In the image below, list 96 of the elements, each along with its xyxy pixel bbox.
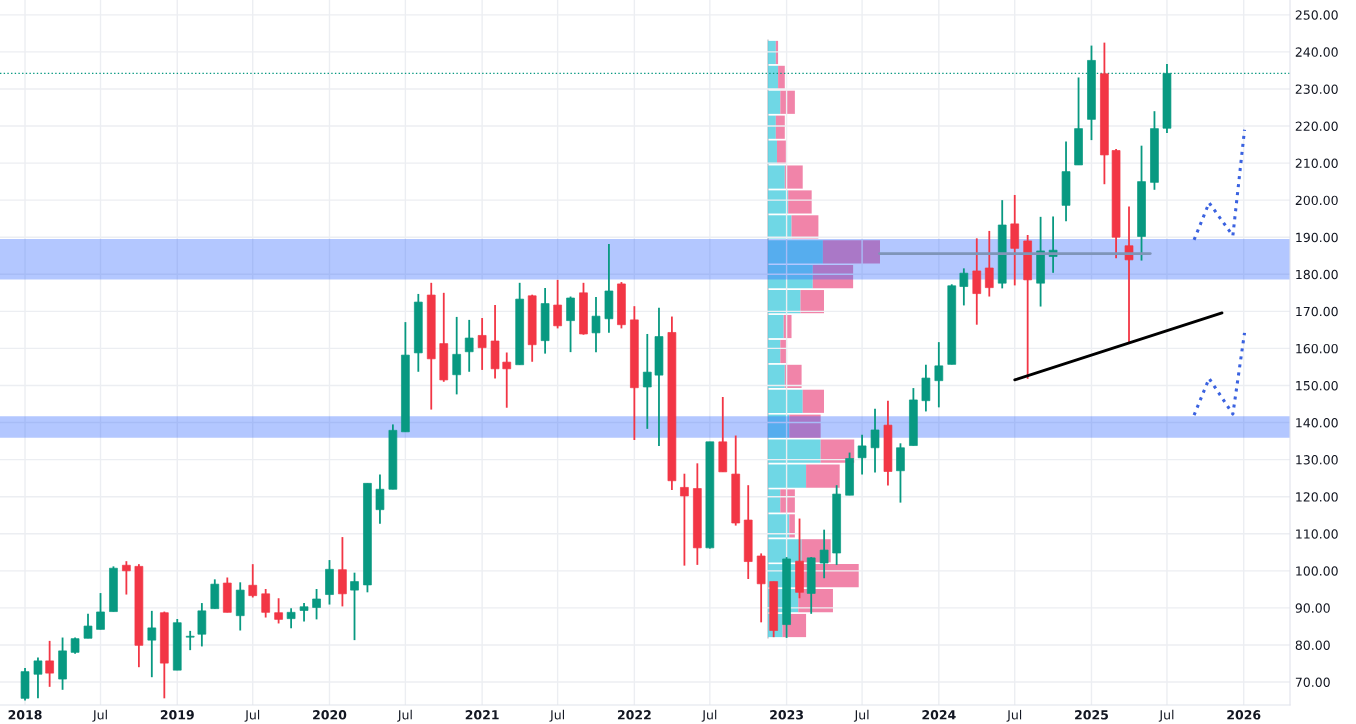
- candlestick: [299, 602, 309, 623]
- x-tick-label: Jul: [701, 709, 717, 722]
- candlestick: [122, 560, 131, 596]
- candlestick: [870, 407, 880, 474]
- candlestick: [553, 278, 562, 330]
- y-tick-label: 160.00: [1296, 343, 1338, 354]
- candlestick: [375, 473, 385, 525]
- bar: [776, 140, 786, 164]
- candlestick: [185, 629, 195, 652]
- y-tick-label: 80.00: [1295, 640, 1330, 650]
- candlestick: [1124, 205, 1134, 345]
- candlestick: [642, 333, 652, 430]
- bar: [768, 539, 802, 563]
- line-series: [1192, 128, 1247, 242]
- x-tick-label: 2026: [1227, 710, 1261, 720]
- y-tick-label: 180.00: [1296, 269, 1338, 280]
- x-tick-label: 2023: [770, 710, 803, 720]
- y-tick-label: 230.00: [1295, 84, 1338, 94]
- bar: [768, 265, 813, 289]
- bar: [802, 389, 824, 413]
- x-tick-label: 2020: [313, 710, 347, 720]
- candlestick: [984, 230, 994, 298]
- candlestick: [819, 528, 829, 580]
- bar: [768, 389, 803, 413]
- y-tick-label: 120.00: [1296, 492, 1338, 502]
- candlestick: [972, 237, 982, 326]
- y-tick-label: 210.00: [1295, 158, 1338, 169]
- candlestick: [591, 295, 601, 354]
- line-series: [1192, 331, 1247, 417]
- candlestick: [452, 316, 461, 396]
- candlestick: [896, 442, 905, 504]
- x-tick-label: 2019: [160, 710, 194, 720]
- y-tick-label: 110.00: [1296, 529, 1338, 539]
- y-tick-label: 190.00: [1296, 232, 1338, 243]
- x-tick-label: Jul: [1006, 709, 1022, 722]
- x-tick-label: Jul: [397, 709, 412, 722]
- candlestick: [286, 607, 296, 630]
- candlestick: [350, 571, 359, 642]
- x-tick-label: 2018: [8, 710, 42, 720]
- bar: [800, 290, 824, 314]
- y-tick-label: 140.00: [1296, 418, 1338, 428]
- candlestick: [96, 592, 105, 631]
- candlestick: [274, 597, 283, 625]
- bar: [768, 40, 776, 65]
- bar: [768, 240, 823, 264]
- y-tick-label: 220.00: [1295, 121, 1338, 131]
- candlestick: [857, 433, 867, 476]
- y-tick-label: 130.00: [1296, 455, 1338, 465]
- candlestick: [477, 317, 487, 371]
- y-tick-label: 70.00: [1295, 677, 1330, 687]
- bar: [768, 115, 776, 139]
- bar: [822, 240, 880, 264]
- bar: [789, 414, 821, 438]
- bar: [768, 90, 781, 114]
- x-tick-label: Jul: [549, 709, 564, 722]
- bar: [768, 339, 781, 364]
- bar: [812, 265, 854, 289]
- bar: [768, 314, 784, 339]
- y-tick-label: 240.00: [1295, 47, 1338, 57]
- candlestick: [502, 351, 512, 409]
- bar: [768, 140, 777, 164]
- x-tick-label: 2024: [922, 710, 956, 720]
- candlestick: [680, 472, 689, 567]
- candlestick: [921, 363, 931, 413]
- y-tick-label: 170.00: [1296, 306, 1338, 317]
- x-tick-label: 2021: [465, 710, 499, 720]
- candlestick: [934, 341, 944, 409]
- candlestick: [248, 563, 258, 599]
- candlestick: [464, 318, 474, 373]
- candlestick: [959, 267, 969, 307]
- bar: [778, 65, 785, 89]
- candlestick: [33, 656, 43, 700]
- bar: [775, 115, 785, 139]
- candlestick: [312, 588, 321, 621]
- bar: [780, 90, 795, 114]
- x-tick-label: Jul: [92, 709, 107, 722]
- candlestick: [45, 639, 54, 688]
- y-tick-label: 90.00: [1295, 603, 1330, 613]
- candlestick: [566, 295, 575, 354]
- bar: [768, 290, 801, 314]
- x-tick-label: 2025: [1075, 710, 1108, 720]
- candlestick: [147, 609, 157, 679]
- y-tick-label: 250.00: [1295, 10, 1338, 20]
- candlestick: [197, 602, 207, 648]
- x-tick-label: 2022: [617, 710, 651, 720]
- y-tick-label: 200.00: [1295, 195, 1338, 206]
- y-tick-label: 150.00: [1296, 380, 1338, 391]
- x-tick-label: Jul: [1158, 709, 1174, 722]
- candlestick: [261, 588, 270, 619]
- x-tick-label: Jul: [244, 709, 260, 722]
- x-tick-label: Jul: [853, 709, 869, 722]
- bar: [768, 364, 785, 388]
- bar: [768, 65, 779, 89]
- bar: [784, 364, 802, 388]
- candlestick: [83, 612, 93, 640]
- y-tick-label: 100.00: [1296, 566, 1338, 576]
